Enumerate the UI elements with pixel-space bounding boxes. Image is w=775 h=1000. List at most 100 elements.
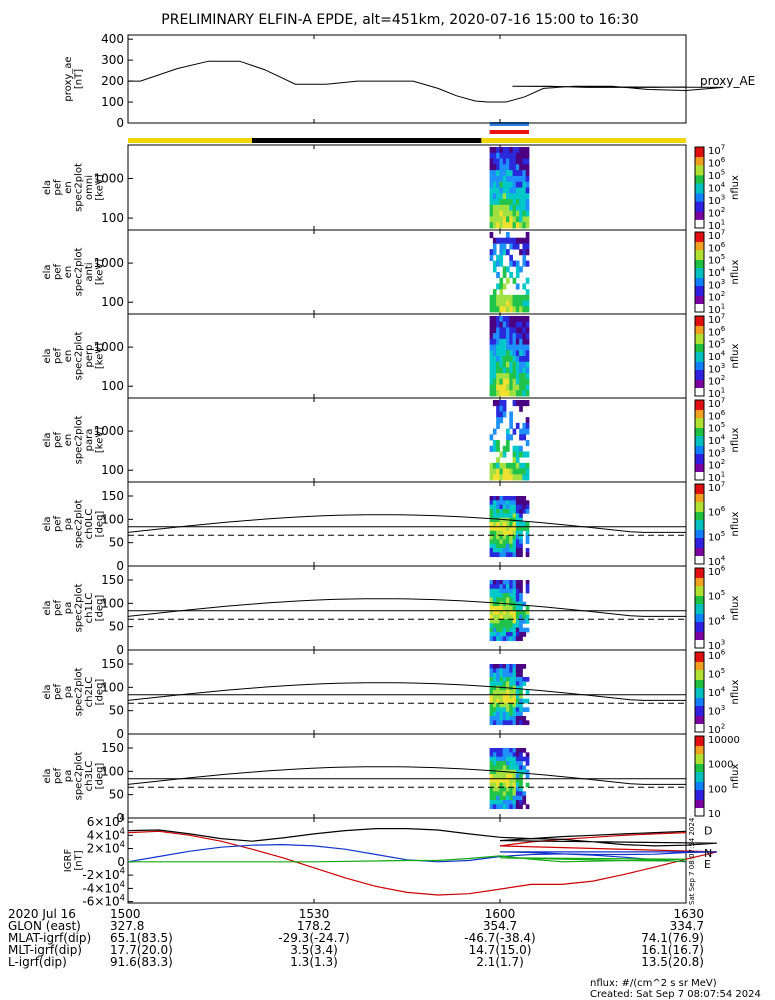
- colorbar-cell: [695, 147, 704, 150]
- colorbar-cell: [695, 211, 704, 215]
- phase-segment-2: [481, 138, 686, 143]
- heatmap-cell: [506, 428, 510, 435]
- heatmap-cell: [496, 632, 500, 637]
- heatmap-cell: [506, 513, 510, 519]
- heatmap-cell: [506, 170, 510, 177]
- y-tick-label: 50: [109, 620, 124, 634]
- heatmap-cell: [492, 681, 497, 687]
- colorbar-cell: [695, 362, 704, 365]
- footer-cell: 13.5(20.8): [641, 955, 704, 969]
- colorbar-cell: [695, 592, 704, 595]
- heatmap-cell: [512, 593, 517, 598]
- heatmap-cell: [499, 509, 504, 514]
- colorbar-cell: [695, 672, 704, 675]
- heatmap-cell: [519, 496, 523, 501]
- heatmap-cell: [502, 300, 507, 307]
- colorbar-cell: [695, 334, 704, 337]
- y-axis-label-line: ch3LC: [84, 761, 95, 792]
- heatmap-cell: [525, 277, 530, 284]
- y-axis-label-line: ela: [42, 684, 53, 699]
- heatmap-cell: [502, 451, 507, 458]
- heatmap-cell: [492, 193, 497, 200]
- heatmap-cell: [509, 361, 513, 368]
- colorbar-cell: [695, 296, 704, 299]
- igrf-series-total: [127, 828, 718, 847]
- heatmap-cell: [499, 664, 504, 669]
- heatmap-cell: [515, 344, 520, 351]
- heatmap-cell: [525, 698, 530, 704]
- heatmap-cell: [492, 361, 497, 368]
- heatmap-cell: [496, 685, 500, 691]
- heatmap-cell: [492, 350, 497, 357]
- heatmap-cell: [492, 765, 497, 771]
- heatmap-cell: [492, 316, 497, 323]
- heatmap-cell: [515, 204, 520, 212]
- heatmap-cell: [519, 513, 523, 519]
- heatmap-cell: [502, 795, 507, 801]
- heatmap-cell: [506, 588, 510, 594]
- heatmap-cell: [525, 552, 530, 558]
- heatmap-cell: [509, 509, 513, 514]
- colorbar-cell: [695, 812, 704, 815]
- heatmap-cell: [499, 765, 504, 771]
- heatmap-cell: [525, 327, 530, 334]
- heatmap-cell: [519, 316, 523, 323]
- colorbar-cell: [695, 574, 704, 577]
- colorbar-cell: [695, 376, 704, 379]
- heatmap-cell: [506, 787, 510, 792]
- heatmap-cell: [515, 400, 520, 407]
- colorbar-cell: [695, 454, 704, 457]
- heatmap-cell: [525, 216, 530, 223]
- heatmap-cell: [502, 681, 507, 687]
- heatmap-cell: [512, 204, 517, 212]
- heatmap-cell: [522, 367, 527, 374]
- footer-cell: 1630: [673, 907, 704, 921]
- heatmap-cell: [519, 338, 523, 345]
- heatmap-cell: [515, 283, 520, 290]
- heatmap-cell: [525, 619, 530, 624]
- heatmap-cell: [522, 434, 527, 441]
- heatmap-cell: [502, 765, 507, 771]
- y-axis-label-line: ela: [42, 768, 53, 783]
- colorbar-cell: [695, 458, 704, 461]
- heatmap-cell: [502, 164, 507, 171]
- heatmap-cell: [506, 535, 510, 540]
- colorbar-cell: [695, 698, 704, 701]
- heatmap-cell: [525, 774, 530, 779]
- colorbar-cell: [695, 532, 704, 535]
- heatmap-cell: [492, 690, 497, 695]
- y-tick-label: 150: [101, 741, 124, 755]
- heatmap-cell: [522, 716, 527, 721]
- colorbar-cell: [695, 666, 704, 669]
- phase-segment-0: [128, 138, 252, 143]
- heatmap-cell: [506, 593, 510, 598]
- heatmap-cell: [499, 627, 504, 633]
- colorbar-cell: [695, 798, 704, 801]
- science-zone-markers: [489, 122, 529, 134]
- colorbar-cell: [695, 766, 704, 769]
- heatmap-cell: [502, 535, 507, 540]
- colorbar-cell: [695, 252, 704, 255]
- colorbar-cell: [695, 716, 704, 719]
- heatmap-cell: [512, 378, 517, 385]
- heatmap-cell: [492, 289, 497, 296]
- heatmap-cell: [496, 627, 500, 633]
- colorbar-cell: [695, 292, 704, 295]
- heatmap-cell: [506, 384, 510, 391]
- colorbar-cell: [695, 402, 704, 405]
- heatmap-cell: [512, 445, 517, 452]
- colorbar-cell: [695, 422, 704, 425]
- heatmap-cell: [492, 338, 497, 345]
- heatmap-cell: [522, 378, 527, 385]
- colorbar-cell: [695, 354, 704, 357]
- heatmap-cell: [502, 787, 507, 792]
- heatmap-cell: [506, 500, 510, 506]
- heatmap-cell: [519, 356, 523, 363]
- colorbar-cell: [695, 225, 704, 229]
- y-axis-label: proxy_ae [nT]: [63, 56, 85, 101]
- colorbar-cell: [695, 806, 704, 809]
- heatmap-cell: [519, 580, 523, 585]
- proxy-ae-line: [128, 60, 724, 103]
- y-axis-label-line: pef: [52, 179, 63, 196]
- colorbar-cell: [695, 163, 704, 166]
